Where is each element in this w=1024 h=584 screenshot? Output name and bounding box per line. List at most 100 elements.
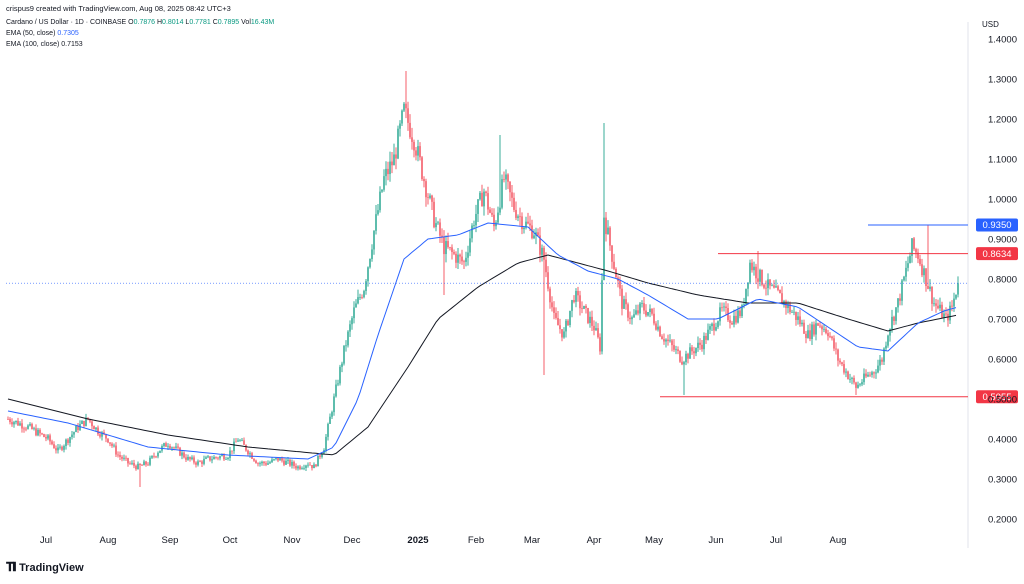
candle-body: [149, 457, 151, 465]
candle-body: [825, 328, 827, 334]
candle-body: [567, 320, 569, 326]
candle-body: [337, 383, 339, 385]
candle-body: [411, 137, 413, 142]
candle-body: [853, 377, 855, 383]
candle-body: [587, 307, 589, 323]
candle-body: [355, 303, 357, 308]
candle-body: [319, 455, 321, 457]
price-axis-tick: 0.4000: [988, 435, 1017, 446]
candle-body: [189, 456, 191, 460]
time-axis-tick: May: [645, 535, 663, 546]
candle-body: [387, 168, 389, 175]
candle-body: [339, 366, 341, 384]
candle-body: [649, 308, 651, 313]
time-axis-tick: Oct: [223, 535, 238, 546]
candle-body: [11, 422, 13, 425]
candle-body: [513, 197, 515, 210]
tradingview-logo[interactable]: 𝐓❙ TradingView: [6, 560, 84, 575]
candle-body: [793, 311, 795, 313]
indicator-ema50[interactable]: EMA (50, close) 0.7305: [6, 30, 79, 37]
candle-body: [127, 458, 129, 464]
candle-body: [777, 286, 779, 290]
candle-body: [491, 212, 493, 215]
time-axis-tick: Apr: [587, 535, 602, 546]
candle-body: [661, 336, 663, 340]
candle-body: [185, 457, 187, 460]
symbol-name[interactable]: Cardano / US Dollar · 1D · COINBASE: [6, 19, 127, 26]
candle-body: [381, 189, 383, 192]
candle-body: [447, 241, 449, 248]
candle-body: [69, 437, 71, 443]
time-axis-tick: Mar: [524, 535, 540, 546]
candle-body: [239, 440, 241, 442]
candle-body: [345, 345, 347, 347]
candle-body: [377, 210, 379, 215]
candle-body: [139, 463, 141, 466]
candle-body: [895, 307, 897, 321]
candle-body: [835, 348, 837, 350]
candle-body: [849, 378, 851, 380]
candle-body: [817, 323, 819, 326]
candle-body: [61, 446, 63, 450]
candle-body: [471, 225, 473, 239]
candle-body: [427, 197, 429, 199]
indicator-ema50-value: 0.7305: [57, 30, 79, 37]
candle-body: [511, 192, 513, 198]
candle-body: [673, 345, 675, 350]
candle-body: [889, 329, 891, 336]
candle-body: [731, 322, 733, 325]
candle-body: [113, 445, 115, 447]
candle-body: [875, 372, 877, 374]
candle-body: [719, 307, 721, 322]
candle-body: [257, 463, 259, 465]
candle-body: [231, 450, 233, 452]
candle-body: [657, 326, 659, 330]
candle-body: [27, 425, 29, 429]
candle-body: [545, 259, 547, 273]
candle-body: [589, 316, 591, 323]
candle-body: [277, 458, 279, 461]
candle-body: [499, 207, 501, 213]
candle-body: [443, 236, 445, 255]
candle-body: [581, 308, 583, 310]
candle-body: [667, 339, 669, 342]
candle-body: [859, 384, 861, 386]
candle-body: [227, 457, 229, 459]
candle-body: [171, 447, 173, 449]
candle-body: [199, 461, 201, 463]
candle-body: [95, 427, 97, 430]
candle-body: [439, 222, 441, 236]
candle-body: [729, 320, 731, 323]
candle-body: [399, 123, 401, 129]
candle-body: [313, 464, 315, 469]
candle-body: [121, 456, 123, 459]
candle-body: [723, 306, 725, 308]
candle-body: [217, 457, 219, 459]
candle-body: [125, 457, 127, 459]
candle-body: [879, 359, 881, 366]
candle-body: [493, 214, 495, 227]
candle-body: [63, 446, 65, 450]
candle-body: [307, 464, 309, 466]
candle-body: [467, 252, 469, 258]
indicator-ema100[interactable]: EMA (100, close) 0.7153: [6, 41, 83, 48]
candle-body: [203, 458, 205, 464]
level-price-tag: [976, 247, 1018, 261]
candle-body: [891, 316, 893, 330]
candle-body: [629, 317, 631, 320]
level-price-label: 0.8634: [982, 249, 1011, 260]
candle-body: [293, 461, 295, 466]
price-axis-tick: 0.5000: [988, 395, 1017, 406]
candle-body: [157, 452, 159, 457]
candle-body: [861, 382, 863, 385]
candle-body: [219, 456, 221, 459]
candle-body: [119, 455, 121, 457]
candle-body: [839, 360, 841, 363]
candle-body: [527, 221, 529, 224]
candle-body: [211, 459, 213, 461]
candle-body: [905, 267, 907, 277]
candle-body: [327, 423, 329, 437]
candle-body: [781, 293, 783, 304]
candle-body: [441, 235, 443, 237]
